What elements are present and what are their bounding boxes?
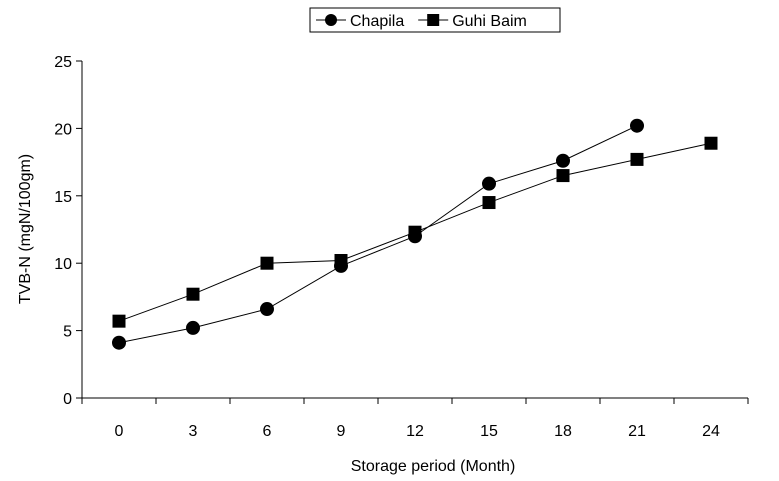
data-point-square — [260, 256, 274, 270]
data-point-square — [482, 196, 496, 210]
data-point-square — [334, 254, 348, 268]
plot-area — [112, 118, 718, 350]
data-point-square — [408, 225, 422, 239]
y-tick-label: 5 — [63, 324, 72, 341]
legend: Chapila Guhi Baim — [309, 7, 561, 33]
legend-marker-square — [427, 14, 440, 26]
data-point-square — [704, 136, 718, 150]
data-point-square — [112, 314, 126, 328]
legend-label: Guhi Baim — [452, 13, 527, 30]
x-tick-label: 9 — [337, 423, 346, 440]
x-tick-label: 12 — [406, 423, 424, 440]
data-point-square — [630, 152, 644, 166]
data-point-circle — [482, 176, 496, 191]
y-axis-title: TVB-N (mgN/100gm) — [17, 154, 34, 304]
axes: 0 5 10 15 20 25 0 3 6 9 12 15 18 21 24 — [54, 54, 749, 440]
x-tick-label: 3 — [189, 423, 198, 440]
data-point-square — [556, 169, 570, 183]
x-tick-label: 24 — [702, 423, 720, 440]
x-tick-label: 18 — [554, 423, 572, 440]
x-tick-label: 21 — [628, 423, 646, 440]
data-point-circle — [556, 153, 570, 168]
data-point-circle — [186, 320, 200, 335]
y-tick-label: 0 — [63, 391, 72, 408]
y-tick-label: 20 — [54, 121, 72, 138]
legend-label: Chapila — [350, 13, 404, 30]
y-tick-label: 25 — [54, 54, 72, 71]
x-tick-label: 15 — [480, 423, 498, 440]
x-axis-title: Storage period (Month) — [351, 458, 516, 475]
x-tick-label: 6 — [263, 423, 272, 440]
legend-marker-circle — [325, 14, 337, 26]
data-point-square — [186, 287, 200, 301]
x-tick-label: 0 — [115, 423, 124, 440]
data-point-circle — [112, 335, 126, 350]
data-point-circle — [260, 302, 274, 317]
y-tick-label: 10 — [54, 256, 72, 273]
data-point-circle — [630, 118, 644, 133]
y-tick-label: 15 — [54, 189, 72, 206]
series-line-chapila — [118, 125, 638, 344]
